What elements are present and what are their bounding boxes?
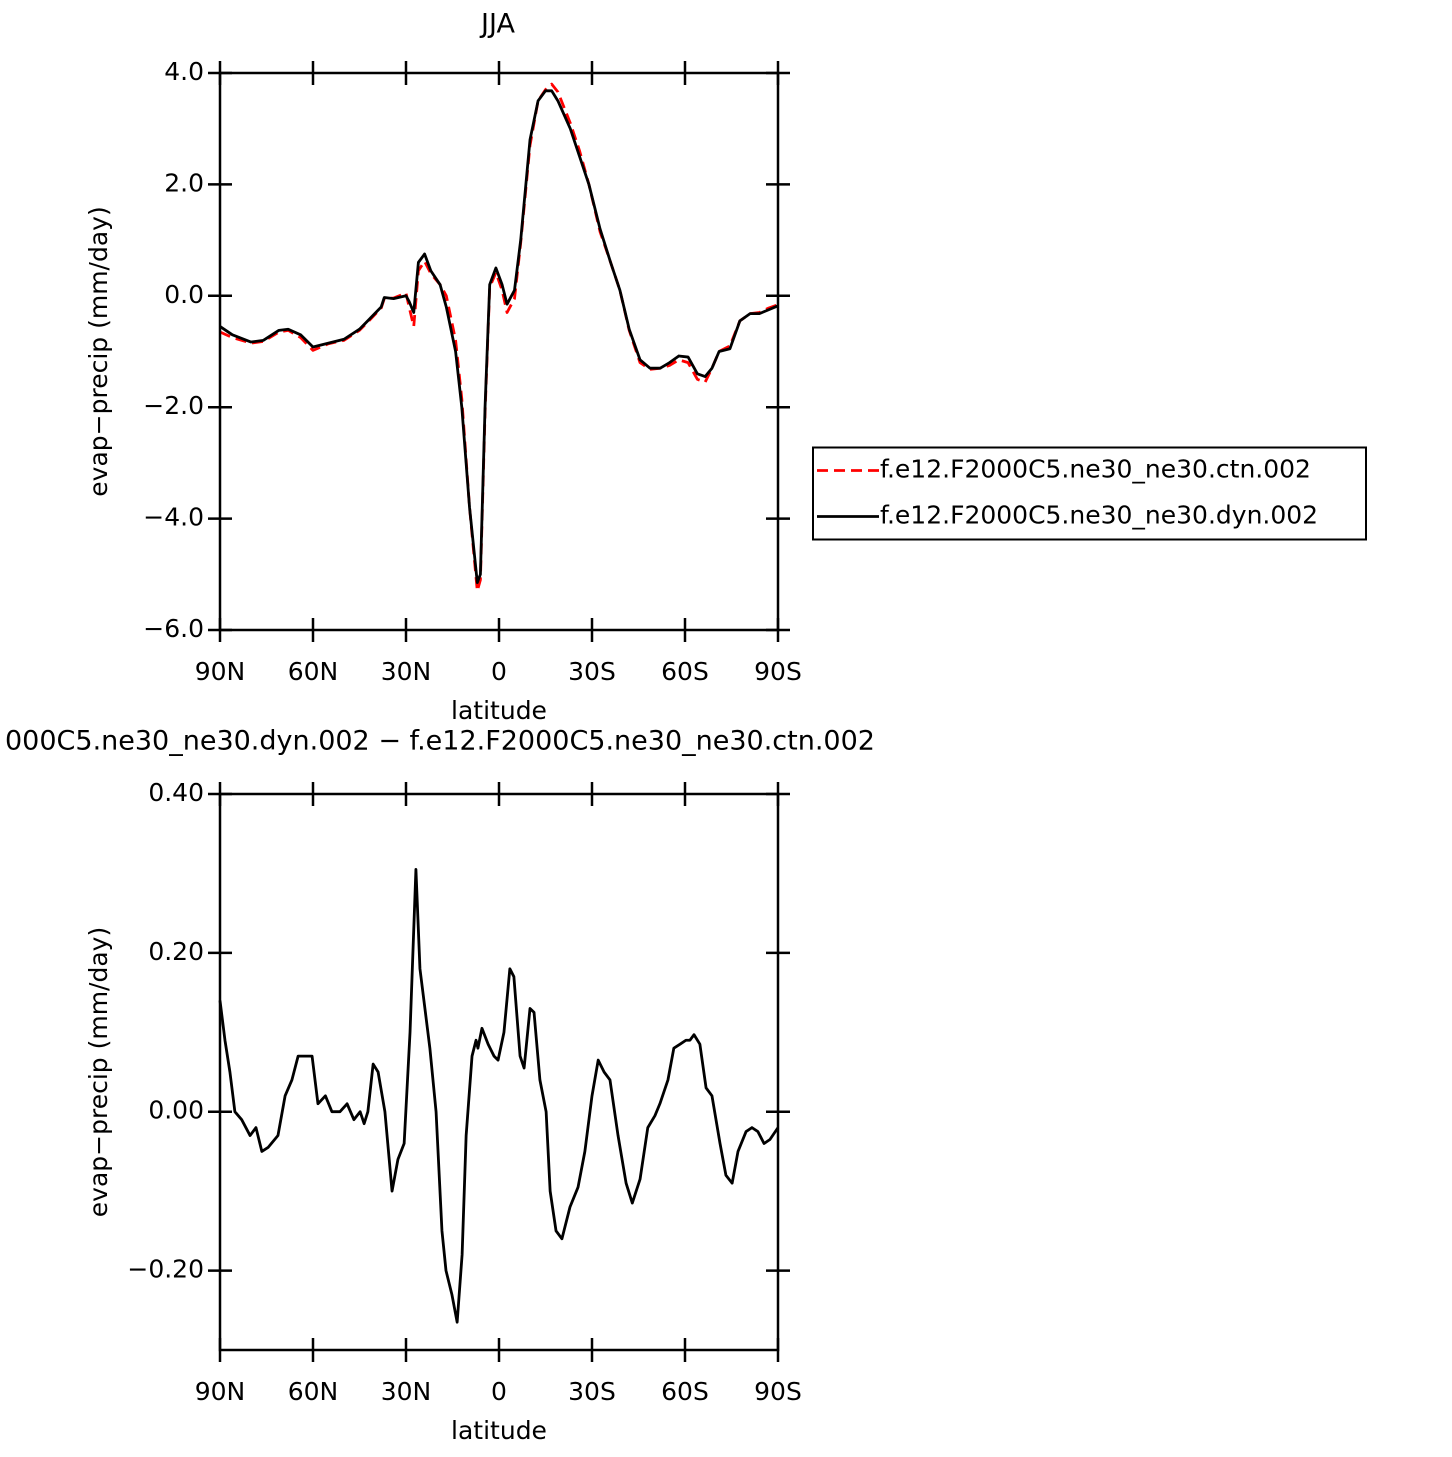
y-tick-label: 0.20 [148,937,204,966]
x-tick-label: 90S [754,657,802,686]
y-tick-label: 0.00 [148,1096,204,1125]
x-tick-label: 90N [195,1377,246,1406]
x-tick-label: 30S [568,657,616,686]
x-tick-label: 30N [381,1377,432,1406]
x-tick-label: 60S [661,657,709,686]
y-tick-label: −2.0 [143,391,204,420]
y-tick-label: −6.0 [143,614,204,643]
x-tick-label: 0 [491,657,507,686]
y-axis-label: evap−precip (mm/day) [84,206,113,496]
x-tick-label: 30S [568,1377,616,1406]
y-tick-label: 4.0 [164,57,204,86]
x-tick-label: 0 [491,1377,507,1406]
legend-label: f.e12.F2000C5.ne30_ne30.ctn.002 [880,455,1311,484]
x-tick-label: 30N [381,657,432,686]
data-line [218,868,780,1324]
data-line [219,89,779,585]
x-tick-label: 90S [754,1377,802,1406]
y-tick-label: 0.0 [164,280,204,309]
x-tick-label: 60N [288,657,339,686]
x-tick-label: 60S [661,1377,709,1406]
y-tick-label: 2.0 [164,168,204,197]
plot-frame [218,792,780,1352]
x-axis-label: latitude [451,696,547,725]
y-tick-label: −4.0 [143,503,204,532]
y-tick-label: 0.40 [148,778,204,807]
y-tick-label: −0.20 [127,1255,204,1284]
x-tick-label: 60N [288,1377,339,1406]
chart-title: JJA [479,9,515,40]
y-axis-label: evap−precip (mm/day) [84,927,113,1217]
legend-label: f.e12.F2000C5.ne30_ne30.dyn.002 [880,501,1318,530]
plot-frame [218,71,780,632]
x-tick-label: 90N [195,657,246,686]
x-axis-label: latitude [451,1416,547,1445]
legend-box [812,446,1367,541]
chart-title: 000C5.ne30_ne30.dyn.002 − f.e12.F2000C5.… [5,726,875,757]
